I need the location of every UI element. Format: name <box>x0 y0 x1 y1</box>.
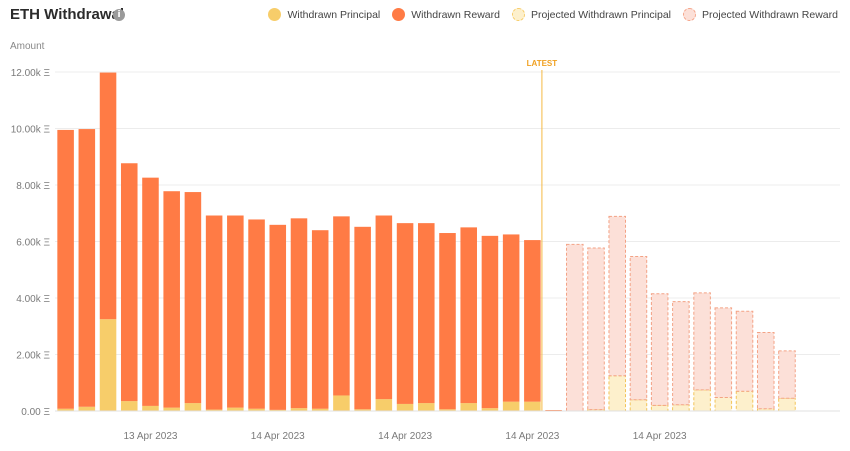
bar-withdrawn-principal <box>248 408 265 411</box>
bar-projected-reward <box>650 293 669 406</box>
bar-withdrawn-reward <box>184 192 202 404</box>
bar-withdrawn-reward <box>396 223 414 404</box>
bar-projected-principal <box>693 389 711 412</box>
bar-withdrawn-principal <box>481 408 499 411</box>
x-tick-label: 14 Apr 2023 <box>505 431 559 442</box>
bar-withdrawn-reward <box>439 233 456 410</box>
bar-projected-reward <box>608 215 627 377</box>
bar-withdrawn-reward <box>120 163 138 402</box>
bar-projected-principal <box>672 404 690 412</box>
y-tick-label: 6.00k Ξ <box>16 238 50 249</box>
bar-withdrawn-reward <box>375 215 393 400</box>
y-tick-label: 10.00k Ξ <box>11 125 51 136</box>
bar-withdrawn-principal <box>354 409 371 411</box>
bar-projected-principal <box>650 404 669 412</box>
bar-withdrawn-principal <box>142 405 159 411</box>
bar-projected-principal <box>714 396 733 412</box>
bar-withdrawn-reward <box>142 177 159 406</box>
legend-swatch <box>511 8 525 21</box>
legend-swatch <box>392 8 406 21</box>
legend-item[interactable]: Projected Withdrawn Reward <box>683 8 838 21</box>
bar-projected-reward <box>735 310 754 392</box>
x-tick-label: 13 Apr 2023 <box>124 431 178 442</box>
bar-withdrawn-principal <box>502 401 520 411</box>
bar-projected-reward <box>714 307 733 398</box>
y-tick-label: 4.00k Ξ <box>16 294 50 305</box>
bar-withdrawn-reward <box>163 191 180 408</box>
bar-withdrawn-principal <box>57 408 74 411</box>
bar-withdrawn-principal <box>396 403 414 411</box>
bar-withdrawn-reward <box>78 129 96 407</box>
bar-withdrawn-reward <box>227 215 244 408</box>
y-axis-label: Amount <box>10 41 45 52</box>
bar-withdrawn-principal <box>333 395 350 411</box>
bar-projected-reward <box>566 243 584 412</box>
bar-withdrawn-reward <box>524 240 541 402</box>
legend-label: Withdrawn Reward <box>411 8 500 21</box>
legend-label: Withdrawn Principal <box>287 8 381 21</box>
bar-projected-reward <box>778 350 796 399</box>
bar-withdrawn-principal <box>227 407 244 411</box>
legend-item[interactable]: Withdrawn Reward <box>392 8 500 21</box>
bar-withdrawn-reward <box>418 223 435 404</box>
bar-withdrawn-principal <box>524 401 541 411</box>
chart-header: ETH Withdrawal i Withdrawn Principal With… <box>0 0 850 34</box>
bar-withdrawn-principal <box>78 406 96 411</box>
bar-withdrawn-reward <box>311 230 329 409</box>
bar-withdrawn-reward <box>57 129 74 409</box>
y-tick-label: 8.00k Ξ <box>16 181 50 192</box>
bar-projected-principal <box>735 390 754 412</box>
bar-withdrawn-reward <box>205 215 223 410</box>
bar-withdrawn-reward <box>290 218 308 409</box>
info-icon[interactable]: i <box>113 9 125 21</box>
latest-label: LATEST <box>527 59 558 68</box>
bar-withdrawn-principal <box>120 401 138 411</box>
bar-projected-principal <box>778 397 796 412</box>
legend-label: Projected Withdrawn Reward <box>702 8 838 21</box>
bar-withdrawn-principal <box>184 403 202 411</box>
bar-withdrawn-principal <box>460 403 477 411</box>
bar-projected-reward <box>756 331 775 410</box>
bar-withdrawn-principal <box>99 319 117 411</box>
y-tick-label: 2.00k Ξ <box>16 351 50 362</box>
bar-withdrawn-reward <box>460 227 477 404</box>
bar-withdrawn-reward <box>354 226 371 410</box>
bar-withdrawn-principal <box>163 407 180 411</box>
y-tick-label: 12.00k Ξ <box>11 68 51 79</box>
bar-withdrawn-principal <box>418 403 435 411</box>
bar-withdrawn-principal <box>290 408 308 411</box>
bar-withdrawn-principal <box>439 409 456 411</box>
bar-projected-reward <box>672 301 690 406</box>
bar-projected-reward <box>629 255 648 401</box>
bar-projected-principal <box>608 375 627 412</box>
bar-withdrawn-reward <box>248 219 265 409</box>
bar-withdrawn-principal <box>205 409 223 411</box>
legend: Withdrawn Principal Withdrawn Reward Proje… <box>256 8 838 21</box>
x-tick-label: 14 Apr 2023 <box>378 431 432 442</box>
bar-withdrawn-reward <box>333 216 350 396</box>
legend-swatch <box>683 8 697 21</box>
legend-item[interactable]: Projected Withdrawn Principal <box>511 8 672 21</box>
bar-projected-principal <box>629 399 648 412</box>
y-tick-label: 0.00 Ξ <box>21 407 50 418</box>
bar-withdrawn-principal <box>311 408 329 411</box>
x-tick-label: 14 Apr 2023 <box>251 431 305 442</box>
legend-label: Projected Withdrawn Principal <box>530 8 672 21</box>
x-tick-label: 14 Apr 2023 <box>633 431 687 442</box>
bar-withdrawn-reward <box>502 234 520 402</box>
bar-withdrawn-reward <box>269 224 287 410</box>
bar-withdrawn-reward <box>99 72 117 320</box>
bar-withdrawn-principal <box>269 409 287 411</box>
legend-swatch <box>268 8 282 21</box>
bar-projected-reward <box>693 292 711 391</box>
chart-title: ETH Withdrawal <box>10 6 125 23</box>
legend-item[interactable]: Withdrawn Principal <box>268 8 380 21</box>
bar-withdrawn-reward <box>481 235 499 409</box>
bar-withdrawn-principal <box>375 399 393 411</box>
bar-projected-reward <box>587 247 605 411</box>
